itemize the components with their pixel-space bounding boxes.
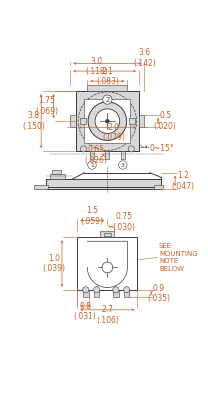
Polygon shape	[87, 241, 127, 288]
Bar	[139, 115, 144, 127]
Circle shape	[88, 102, 127, 140]
Text: 3: 3	[121, 162, 125, 168]
Bar	[34, 185, 48, 189]
Bar	[84, 99, 130, 144]
Text: 1.75
(.069): 1.75 (.069)	[35, 96, 58, 116]
Text: 1.5
(.059): 1.5 (.059)	[81, 206, 104, 226]
Text: 0.75
(.030): 0.75 (.030)	[113, 212, 136, 232]
Text: 2: 2	[105, 96, 110, 102]
Bar	[104, 233, 111, 236]
Bar	[50, 174, 65, 179]
Text: 0.5
(.020): 0.5 (.020)	[154, 112, 177, 131]
Bar	[105, 151, 109, 159]
Text: SEE
MOUNTING
NOTE
BELOW: SEE MOUNTING NOTE BELOW	[159, 243, 198, 272]
Circle shape	[95, 109, 120, 134]
Circle shape	[94, 287, 100, 293]
Bar	[113, 290, 119, 297]
Circle shape	[103, 95, 112, 104]
Bar	[80, 118, 86, 124]
Bar	[94, 290, 99, 297]
Text: 3.6
(.142): 3.6 (.142)	[133, 48, 156, 68]
Text: 0.9
(.035): 0.9 (.035)	[147, 284, 171, 303]
Circle shape	[80, 146, 87, 152]
Text: 2.7
(.106): 2.7 (.106)	[96, 306, 119, 325]
Bar	[83, 290, 89, 297]
Text: 2.1
(.083): 2.1 (.083)	[96, 67, 119, 86]
Bar	[52, 170, 61, 174]
Circle shape	[124, 287, 130, 293]
Text: 2.0
(.079): 2.0 (.079)	[102, 123, 125, 142]
Circle shape	[102, 262, 113, 273]
Text: 1.0
(.039): 1.0 (.039)	[43, 254, 66, 273]
Bar	[77, 238, 137, 290]
Circle shape	[105, 119, 109, 123]
Bar	[129, 118, 135, 124]
Circle shape	[83, 287, 89, 293]
Bar	[124, 290, 129, 297]
Bar	[90, 151, 94, 159]
Bar	[121, 151, 125, 159]
Text: 0~15°: 0~15°	[150, 144, 175, 152]
Bar	[100, 231, 114, 238]
Bar	[154, 185, 163, 189]
Text: 0.65
(.026): 0.65 (.026)	[84, 145, 107, 165]
Circle shape	[119, 161, 127, 169]
Text: 1: 1	[90, 162, 94, 168]
Circle shape	[128, 146, 134, 152]
Bar	[76, 91, 139, 151]
Bar	[46, 179, 161, 189]
Text: 3.8
(.150): 3.8 (.150)	[22, 112, 45, 131]
Text: 1.2
(.047): 1.2 (.047)	[171, 171, 194, 190]
Circle shape	[88, 161, 96, 169]
Bar	[87, 85, 127, 91]
Text: 3.0
(.118): 3.0 (.118)	[85, 57, 108, 76]
Bar	[71, 115, 76, 127]
Text: 0.8
(.031): 0.8 (.031)	[74, 302, 97, 321]
Circle shape	[113, 287, 119, 293]
